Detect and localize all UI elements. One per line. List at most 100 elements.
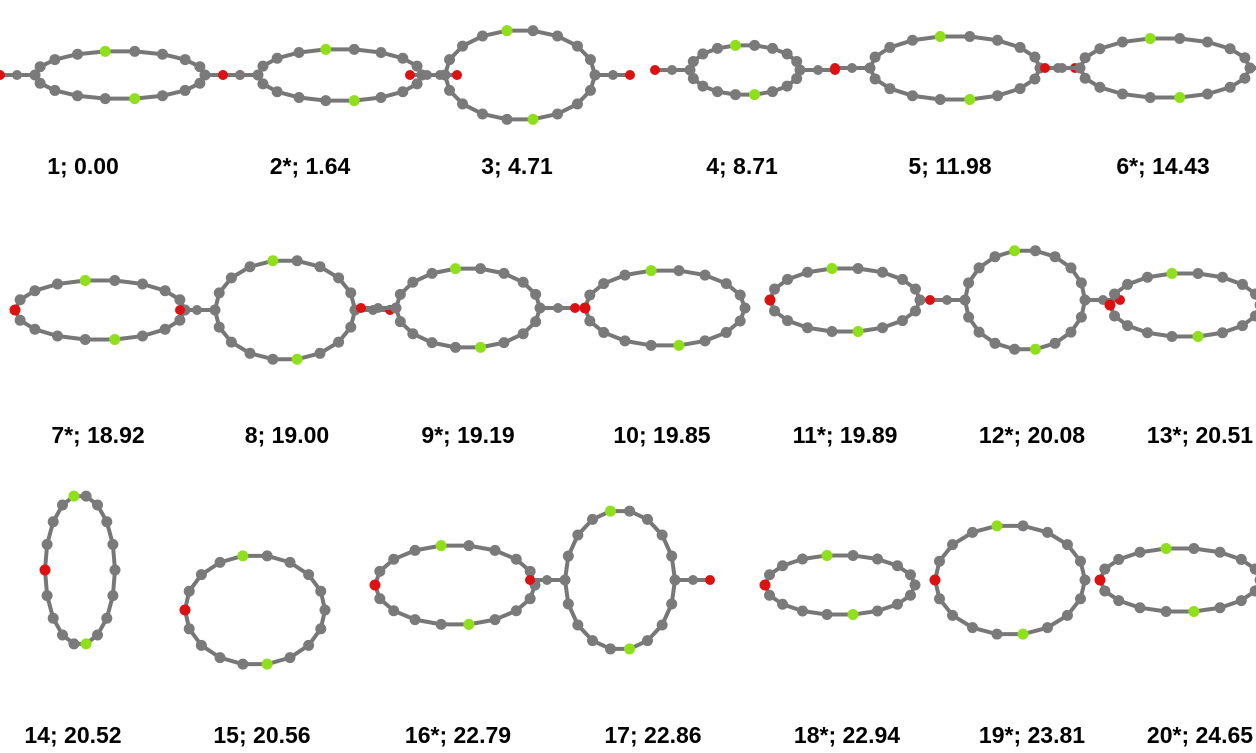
atom xyxy=(1050,338,1061,349)
atom xyxy=(1042,622,1053,633)
atom xyxy=(870,73,881,84)
atom xyxy=(657,530,668,541)
atom xyxy=(501,25,512,36)
atom xyxy=(57,629,68,640)
atom xyxy=(826,263,837,274)
atom xyxy=(777,560,788,571)
atom xyxy=(1217,327,1228,338)
structure-label: 1; 0.00 xyxy=(47,153,119,179)
atom xyxy=(821,609,832,620)
atom xyxy=(584,290,595,301)
atom-o xyxy=(405,70,415,80)
atom xyxy=(642,514,653,525)
atom xyxy=(1076,312,1087,323)
atom xyxy=(1188,543,1199,554)
atom xyxy=(10,305,21,316)
atom xyxy=(670,575,681,586)
atom xyxy=(853,326,864,337)
atom xyxy=(960,295,971,306)
atom xyxy=(245,348,256,359)
atom xyxy=(935,31,946,42)
atom xyxy=(764,569,775,580)
atom-c xyxy=(1057,63,1067,73)
atom xyxy=(272,86,283,97)
atom xyxy=(528,114,539,125)
structure-label: 3; 4.71 xyxy=(481,153,553,179)
atom-o xyxy=(570,303,580,313)
atom xyxy=(528,25,539,36)
atom xyxy=(1193,268,1204,279)
atom xyxy=(877,322,888,333)
atom-o xyxy=(1040,63,1050,73)
atom xyxy=(826,326,837,337)
atom xyxy=(572,619,583,630)
atom xyxy=(760,580,771,591)
atom xyxy=(320,95,331,106)
atom xyxy=(721,278,732,289)
atom xyxy=(646,265,657,276)
atom xyxy=(109,275,120,286)
atom xyxy=(388,554,399,565)
atom-c xyxy=(192,305,202,315)
atom xyxy=(174,294,185,305)
atom xyxy=(584,315,595,326)
atom xyxy=(791,73,802,84)
atom xyxy=(1239,73,1250,84)
atom-o xyxy=(356,303,366,313)
atom xyxy=(40,565,51,576)
atom xyxy=(1009,245,1020,256)
atom xyxy=(782,48,793,59)
atom xyxy=(180,85,191,96)
atom xyxy=(48,613,59,624)
atom xyxy=(967,622,978,633)
atom xyxy=(700,270,711,281)
atom xyxy=(15,294,26,305)
atom xyxy=(782,274,793,285)
atom xyxy=(226,337,237,348)
atom xyxy=(1075,556,1086,567)
atom xyxy=(1113,595,1124,606)
atom xyxy=(1174,33,1185,44)
atom xyxy=(870,52,881,63)
structure-label: 14; 20.52 xyxy=(24,722,121,748)
atom xyxy=(749,40,760,51)
atom xyxy=(345,287,356,298)
atom xyxy=(157,49,168,60)
atom xyxy=(1080,52,1091,63)
atom xyxy=(821,550,832,561)
atom xyxy=(1050,251,1061,262)
atom xyxy=(412,61,423,72)
atom xyxy=(910,284,921,295)
atom xyxy=(48,516,59,527)
atom xyxy=(444,85,455,96)
structure-label: 12*; 20.08 xyxy=(979,422,1085,448)
atom xyxy=(49,85,60,96)
atom xyxy=(194,61,205,72)
atom xyxy=(511,605,522,616)
atom xyxy=(907,35,918,46)
atom xyxy=(262,550,273,561)
atom-c xyxy=(373,303,383,313)
atom xyxy=(963,312,974,323)
atom xyxy=(587,514,598,525)
atom xyxy=(990,251,1001,262)
atom xyxy=(42,590,53,601)
atom xyxy=(884,83,895,94)
atom-c xyxy=(608,70,618,80)
atom xyxy=(877,267,888,278)
atom xyxy=(49,54,60,65)
atom xyxy=(1117,37,1128,48)
atom xyxy=(892,599,903,610)
atom-o xyxy=(925,295,935,305)
atom xyxy=(1065,262,1076,273)
atom xyxy=(518,328,529,339)
atom xyxy=(552,31,563,42)
atom-o xyxy=(705,575,715,585)
atom xyxy=(1215,547,1226,558)
atom-o xyxy=(525,575,535,585)
atom xyxy=(530,289,541,300)
atom-c xyxy=(847,63,857,73)
atom xyxy=(767,86,778,97)
atom xyxy=(214,287,225,298)
atom xyxy=(1217,272,1228,283)
